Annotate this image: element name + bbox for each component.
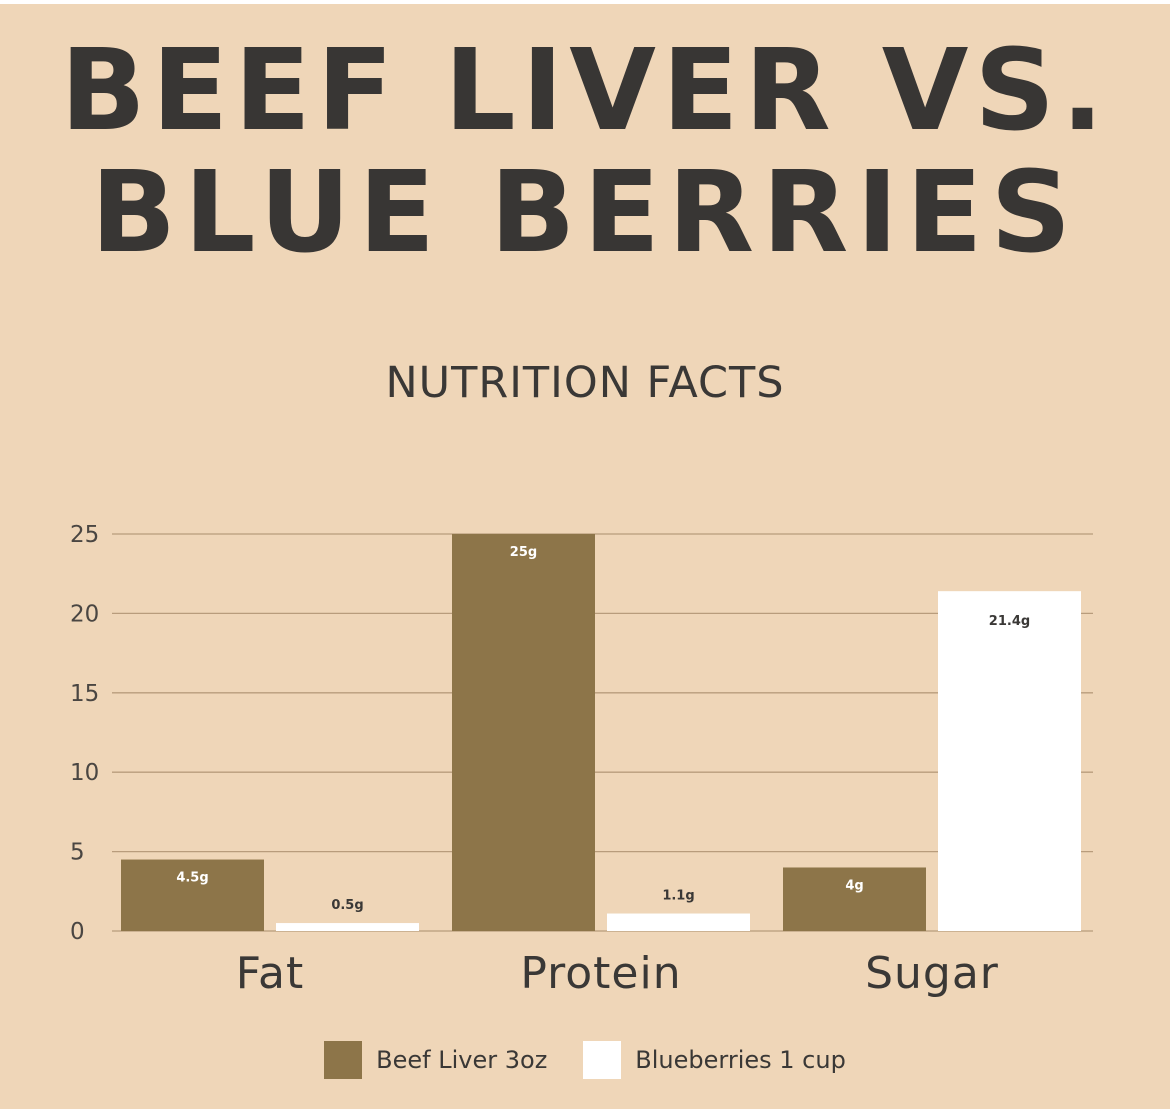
bar-blueberries bbox=[276, 923, 419, 931]
y-tick-label: 20 bbox=[70, 601, 99, 627]
legend-item-beef-liver: Beef Liver 3oz bbox=[324, 1041, 547, 1079]
chart-title: BEEF LIVER VS. BLUE BERRIES bbox=[0, 30, 1170, 274]
y-tick-label: 5 bbox=[70, 840, 85, 866]
bar-blueberries bbox=[938, 591, 1081, 931]
chart-subtitle: NUTRITION FACTS bbox=[385, 358, 785, 408]
title-line-1: BEEF LIVER VS. bbox=[60, 26, 1110, 156]
legend: Beef Liver 3oz Blueberries 1 cup bbox=[0, 1040, 1170, 1080]
title-line-2: BLUE BERRIES bbox=[90, 148, 1080, 278]
data-label: 1.1g bbox=[662, 889, 694, 904]
x-category-label: Fat bbox=[236, 948, 304, 999]
legend-swatch-blueberries bbox=[583, 1041, 622, 1079]
x-category-label: Sugar bbox=[865, 948, 999, 999]
x-category-label: Protein bbox=[520, 948, 681, 999]
y-tick-label: 15 bbox=[70, 681, 99, 707]
bar-beef-liver bbox=[452, 534, 595, 931]
legend-label-beef-liver: Beef Liver 3oz bbox=[376, 1046, 548, 1074]
y-tick-label: 0 bbox=[70, 919, 85, 945]
legend-label-blueberries: Blueberries 1 cup bbox=[635, 1046, 846, 1074]
y-tick-label: 10 bbox=[70, 760, 99, 786]
legend-item-blueberries: Blueberries 1 cup bbox=[583, 1041, 846, 1079]
legend-swatch-beef-liver bbox=[324, 1041, 363, 1079]
bar-beef-liver bbox=[121, 859, 264, 931]
data-label: 25g bbox=[510, 545, 537, 560]
data-label: 4g bbox=[845, 878, 863, 893]
data-label: 4.5g bbox=[176, 871, 208, 886]
data-label: 21.4g bbox=[989, 614, 1030, 629]
data-label: 0.5g bbox=[331, 898, 363, 913]
y-tick-label: 25 bbox=[70, 522, 99, 548]
bar-blueberries bbox=[607, 913, 750, 931]
bar-beef-liver bbox=[783, 867, 926, 931]
